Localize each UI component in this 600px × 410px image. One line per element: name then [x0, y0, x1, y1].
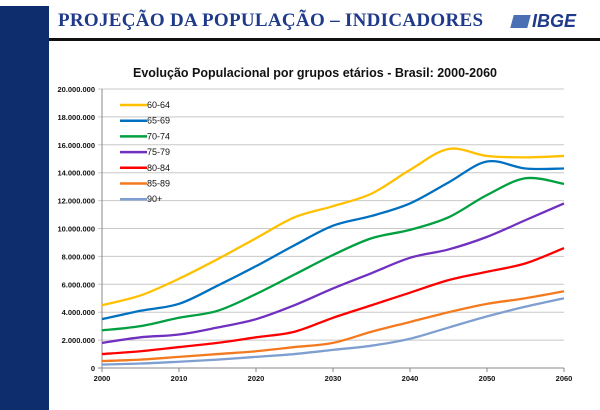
legend-label: 75-79: [147, 147, 170, 157]
y-tick-label: 12.000.000: [57, 197, 95, 206]
legend-label: 85-89: [147, 179, 170, 189]
legend-label: 90+: [147, 194, 162, 204]
series-line-90+: [101, 297, 565, 366]
y-tick-label: 16.000.000: [57, 141, 95, 150]
y-tick-label: 20.000.000: [57, 85, 95, 94]
y-tick-label: 14.000.000: [57, 169, 95, 178]
series-line-80-84: [101, 246, 565, 356]
y-tick-label: 8.000.000: [62, 252, 95, 261]
y-tick-label: 18.000.000: [57, 113, 95, 122]
chart-title: Evolução Populacional por grupos etários…: [132, 66, 497, 80]
x-tick-label: 2050: [479, 374, 496, 383]
y-tick-label: 0: [91, 364, 95, 373]
header-rule: [49, 38, 600, 41]
x-tick-label: 2060: [556, 374, 573, 383]
y-tick-label: 10.000.000: [57, 225, 95, 234]
series-line-75-79: [101, 202, 565, 345]
legend-label: 60-64: [147, 100, 170, 110]
series-line-60-64: [101, 147, 565, 307]
sidebar-band: [0, 6, 49, 410]
x-tick-label: 2000: [94, 374, 111, 383]
x-tick-label: 2040: [402, 374, 419, 383]
legend-label: 80-84: [147, 163, 170, 173]
ibge-logo: IBGE: [510, 11, 576, 32]
series-line-65-69: [101, 159, 565, 321]
ibge-logo-text: IBGE: [531, 11, 576, 31]
x-tick-label: 2020: [248, 374, 265, 383]
x-tick-label: 2030: [325, 374, 342, 383]
y-tick-label: 6.000.000: [62, 280, 95, 289]
y-tick-label: 2.000.000: [62, 336, 95, 345]
x-tick-label: 2010: [171, 374, 188, 383]
legend-label: 65-69: [147, 116, 170, 126]
series-line-85-89: [101, 290, 565, 363]
y-tick-label: 4.000.000: [62, 308, 95, 317]
page-title: PROJEÇÃO DA POPULAÇÃO – INDICADORES: [58, 10, 484, 31]
series-line-70-74: [101, 176, 565, 332]
legend-label: 70-74: [147, 131, 170, 141]
